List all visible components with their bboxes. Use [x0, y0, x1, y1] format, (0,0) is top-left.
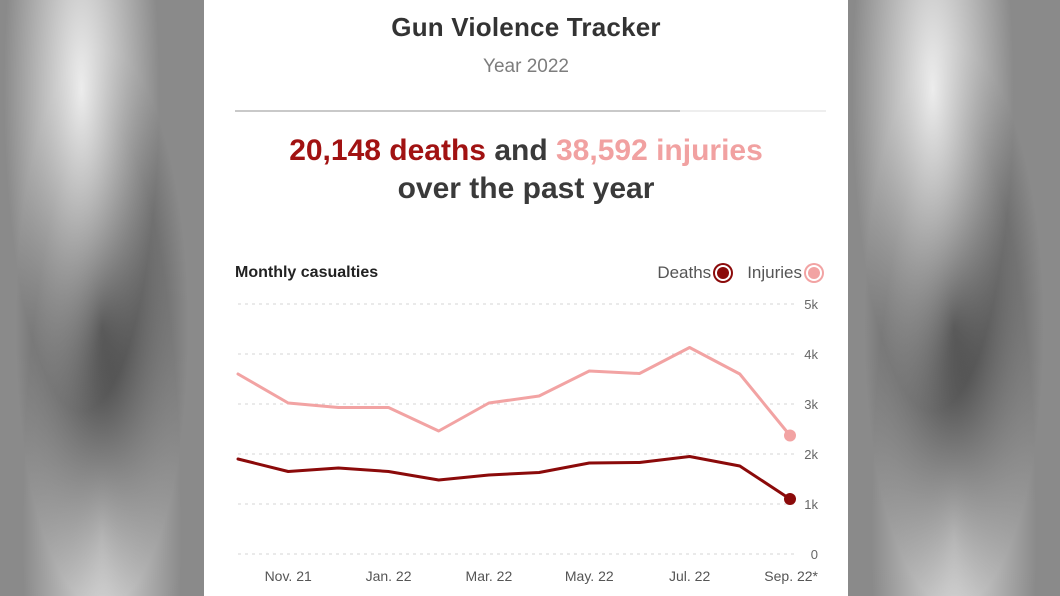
endpoint-marker-injuries [784, 429, 796, 442]
blurred-background-left [0, 0, 204, 596]
x-tick-label: Sep. 22* [764, 568, 818, 584]
divider-inactive [680, 110, 826, 112]
x-tick-label: Jul. 22 [669, 568, 710, 584]
series-line-deaths [236, 455, 792, 501]
headline: 20,148 deaths and 38,592 injuries over t… [204, 132, 848, 208]
x-tick-label: Mar. 22 [466, 568, 513, 584]
legend-label-deaths: Deaths [657, 263, 712, 282]
divider-active [235, 110, 680, 112]
x-tick-label: Jan. 22 [366, 568, 412, 584]
legend-item-deaths: Deaths [657, 263, 730, 283]
chart-legend: Deaths Injuries [647, 263, 820, 283]
legend-label-injuries: Injuries [747, 263, 802, 282]
y-tick-label: 0 [811, 547, 818, 562]
series-line-injuries [236, 346, 792, 437]
y-tick-label: 1k [804, 497, 818, 512]
x-tick-label: Nov. 21 [265, 568, 312, 584]
y-tick-label: 3k [804, 397, 818, 412]
page-title: Gun Violence Tracker [391, 12, 661, 42]
legend-item-injuries: Injuries [747, 263, 820, 283]
headline-deaths: 20,148 deaths [289, 134, 486, 167]
headline-injuries: 38,592 injuries [556, 134, 763, 167]
y-tick-label: 2k [804, 447, 818, 462]
headline-and: and [485, 134, 556, 167]
headline-line2: over the past year [397, 172, 655, 205]
legend-marker-injuries [808, 267, 820, 279]
tracker-card: Gun Violence Tracker Year 2022 20,148 de… [204, 0, 848, 596]
y-tick-label: 4k [804, 347, 818, 362]
y-tick-label: 5k [804, 297, 818, 312]
endpoint-marker-deaths [784, 493, 796, 505]
blurred-background-right [848, 0, 1060, 596]
x-tick-label: May. 22 [565, 568, 614, 584]
legend-marker-deaths [717, 267, 730, 279]
line-chart: 0 1k 2k 3k 4k 5k Nov. 21 Jan. 22 Mar. 22 May. 22 J… [236, 297, 819, 584]
chart-title: Monthly casualties [235, 264, 379, 281]
page-subtitle: Year 2022 [483, 56, 569, 77]
